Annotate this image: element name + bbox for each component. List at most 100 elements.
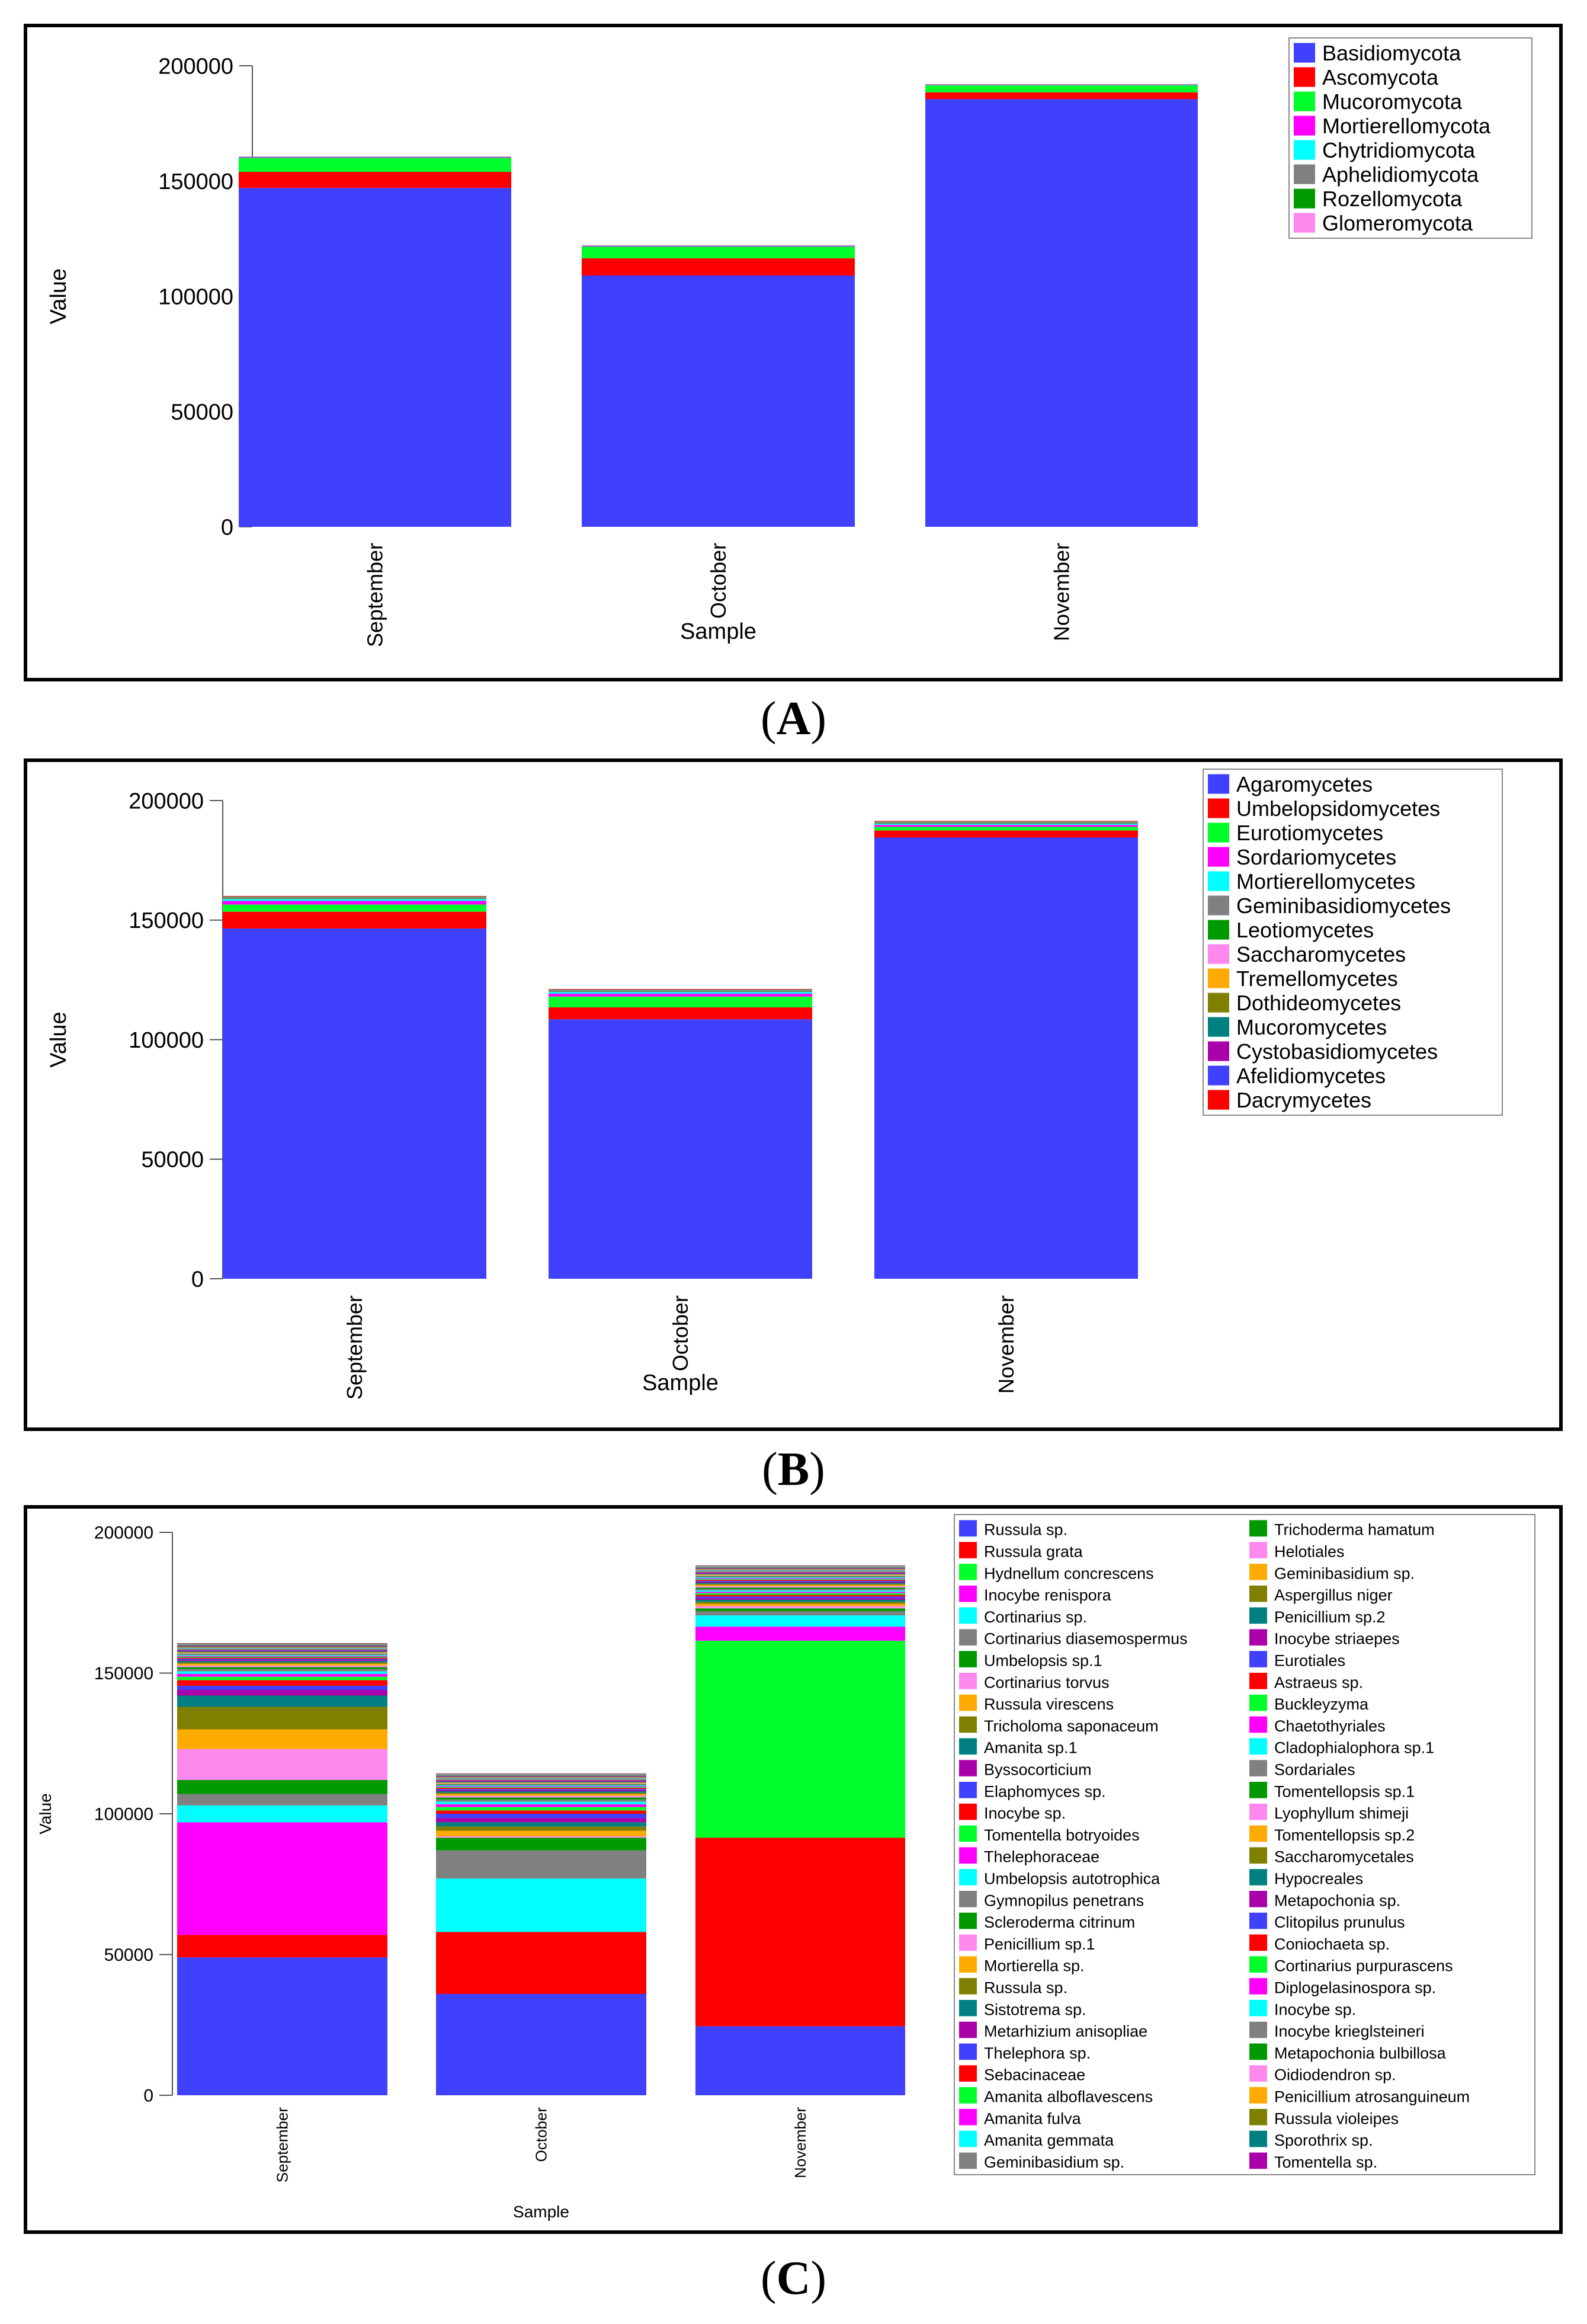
legend-label: Scleroderma citrinum [984,1913,1135,1931]
legend-label: Sordariales [1274,1761,1355,1779]
bar-segment-october [582,258,855,276]
bar-segment-november [695,1838,905,2027]
legend-label: Leotiomycetes [1236,918,1374,942]
chart-b-ytick-label: 0 [191,1267,204,1292]
legend-label: Ascomycota [1322,65,1439,89]
bar-segment-november [874,822,1138,823]
chart-a-legend [1288,37,1533,239]
chart-a-category-label: September [363,543,387,647]
legend-swatch [1208,798,1229,818]
bar-segment-october [436,1779,646,1780]
bar-segment-september [177,1651,387,1652]
bar-segment-november [695,1567,905,1568]
bar-segment-september [239,171,511,188]
legend-swatch [1249,2021,1267,2038]
legend-swatch [1208,993,1229,1013]
bar-segment-september [177,1646,387,1647]
bar-segment-september [177,1659,387,1660]
legend-label: Trichoderma hamatum [1274,1521,1435,1539]
legend-label: Cortinarius purpurascens [1274,1957,1453,1975]
bar-segment-september [223,901,486,905]
bar-segment-november [695,1583,905,1584]
legend-label: Basidiomycota [1322,41,1461,65]
legend-swatch [1249,1912,1267,1929]
legend-swatch [1294,67,1315,87]
bar-segment-november [695,1570,905,1571]
bar-segment-october [436,1774,646,1775]
legend-label: Tricholoma saponaceum [984,1717,1159,1735]
legend-swatch [1249,2152,1267,2169]
legend-label: Hydnellum concrescens [984,1564,1154,1582]
bar-segment-september [177,1645,387,1646]
legend-label: Amanita sp.1 [984,1739,1078,1757]
legend-swatch [959,2087,977,2104]
chart-a-ytick-label: 50000 [171,400,233,425]
chart-c-ytick-label: 50000 [104,1945,153,1965]
chart-c-ylabel: Value [36,1793,54,1835]
chart-a-ytick-label: 150000 [158,169,233,194]
bar-segment-october [436,1784,646,1785]
legend-swatch [1249,1585,1267,1602]
legend-swatch [1208,895,1229,915]
legend-label: Afelidiomycetes [1236,1064,1386,1088]
bar-segment-october [436,1788,646,1790]
bar-segment-november [925,84,1198,85]
legend-label: Russula sp. [984,1979,1067,1997]
chart-c-xlabel: Sample [513,2203,569,2221]
bar-segment-october [436,1801,646,1804]
bar-segment-november [874,822,1138,824]
chart-b-xlabel: Sample [642,1371,719,1395]
bar-segment-september [177,1661,387,1663]
bar-segment-september [177,1643,387,1644]
legend-label: Inocybe sp. [984,1804,1066,1822]
legend-swatch [1249,1869,1267,1886]
bar-segment-october [549,994,812,997]
bar-segment-september [177,1680,387,1686]
legend-swatch [959,1629,977,1646]
chart-c-ytick-label: 100000 [94,1805,153,1824]
legend-swatch [1208,944,1229,964]
legend-swatch [959,1825,977,1842]
bar-segment-november [695,1603,905,1606]
bar-segment-november [925,99,1198,527]
bar-segment-november [874,827,1138,831]
legend-label: Saccharomycetales [1274,1848,1414,1866]
chart-a-svg: 0 50000 100000 150000 200000 Value September Oc… [46,37,1533,647]
bar-segment-october [436,1790,646,1791]
bar-segment-september [239,157,511,158]
bar-segment-october [582,245,855,247]
legend-swatch [959,2021,977,2038]
bar-segment-november [695,1586,905,1588]
chart-b-legend [1203,769,1503,1116]
chart-b-ytick-label: 150000 [129,908,204,933]
chart-c-ytick-label: 0 [143,2086,153,2106]
legend-label: Penicillium atrosanguineum [1274,2088,1470,2106]
bar-segment-october [436,1791,646,1793]
bar-segment-october [436,1779,646,1780]
bar-segment-october [549,990,812,991]
legend-swatch [959,1673,977,1689]
legend-label: Rozellomycota [1322,187,1463,211]
bar-segment-october [549,992,812,994]
bar-segment-october [436,1787,646,1788]
bar-segment-november [925,85,1198,92]
bar-segment-september [223,928,486,1279]
legend-label: Tomentella botryoides [984,1826,1140,1844]
bar-segment-september [177,1643,387,1644]
bar-segment-november [695,1574,905,1575]
legend-label: Dothideomycetes [1236,991,1401,1015]
legend-label: Oidiodendron sp. [1274,2066,1396,2084]
bar-segment-october [436,1794,646,1796]
bar-segment-september [177,1660,387,1662]
legend-label: Aspergillus niger [1274,1586,1393,1604]
legend-label: Tomentella sp. [1274,2153,1377,2171]
bar-segment-october [436,1780,646,1781]
legend-label: Umbelopsis sp.1 [984,1652,1102,1670]
bar-segment-october [436,1785,646,1787]
legend-swatch [959,1760,977,1776]
legend-label: Eurotiales [1274,1652,1345,1670]
legend-label: Sporothrix sp. [1274,2131,1373,2149]
bar-segment-october [549,991,812,993]
legend-swatch [1249,2065,1267,2082]
legend-swatch [959,1716,977,1733]
